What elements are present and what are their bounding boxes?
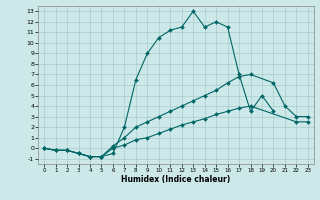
X-axis label: Humidex (Indice chaleur): Humidex (Indice chaleur)	[121, 175, 231, 184]
